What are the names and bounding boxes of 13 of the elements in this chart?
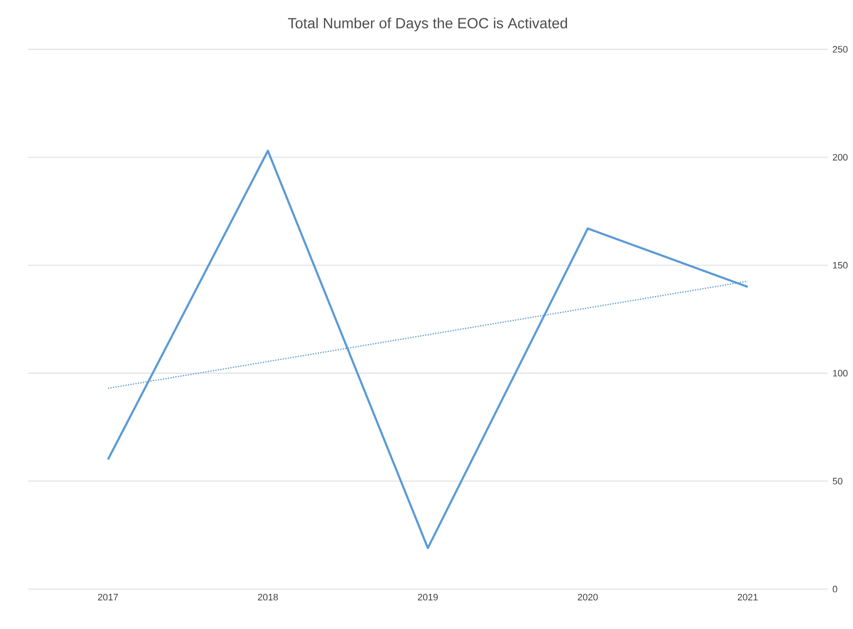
- x-tick-label: 2017: [98, 594, 118, 600]
- y-tick-label: 150: [833, 262, 848, 268]
- y-tick-label: 50: [832, 478, 842, 484]
- chart-title: Total Number of Days the EOC is Activated: [288, 18, 568, 32]
- y-tick-label: 0: [832, 586, 838, 592]
- x-tick-label: 2020: [578, 594, 598, 600]
- y-tick-label: 200: [832, 154, 848, 161]
- y-tick-label: 100: [833, 370, 848, 376]
- x-tick-label: 2021: [738, 594, 758, 600]
- line-series: [106, 150, 749, 550]
- y-tick-label: 250: [832, 46, 848, 53]
- x-tick-label: 2018: [258, 594, 278, 600]
- x-tick-label: 2019: [418, 594, 438, 600]
